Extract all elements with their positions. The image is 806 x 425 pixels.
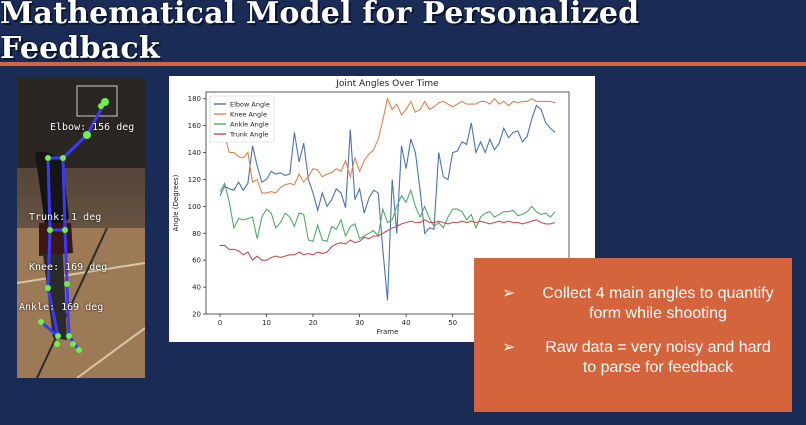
y-tick-label: 140: [188, 149, 201, 157]
y-tick-label: 20: [192, 311, 201, 319]
y-tick-label: 120: [188, 176, 201, 184]
callout-bullet: ➢ Raw data = very noisy and hard to pars…: [502, 338, 774, 378]
y-tick-label: 60: [192, 257, 201, 265]
ankle-angle-label: Ankle: 169 deg: [19, 302, 104, 313]
y-tick-label: 40: [192, 284, 201, 292]
x-tick-label: 50: [448, 319, 457, 327]
x-tick-label: 0: [218, 319, 222, 327]
series-line-knee-angle: [219, 96, 556, 194]
callout-bullet: ➢ Collect 4 main angles to quantify form…: [502, 284, 774, 324]
trunk-angle-label: Trunk: 1 deg: [29, 212, 102, 223]
slide-title: Mathematical Model for Personalized Feed…: [0, 0, 640, 66]
x-tick-label: 10: [262, 319, 271, 327]
y-tick-label: 160: [188, 122, 201, 130]
y-tick-label: 80: [192, 230, 201, 238]
x-tick-label: 30: [355, 319, 364, 327]
chart-card: Joint Angles Over Time Frame Angle (Degree…: [169, 76, 595, 342]
x-tick-label: 40: [402, 319, 411, 327]
title-bar: Mathematical Model for Personalized Feed…: [0, 0, 806, 66]
chart-title: Joint Angles Over Time: [335, 79, 439, 89]
arrow-bullet-icon: ➢: [502, 339, 516, 356]
x-tick-label: 20: [309, 319, 318, 327]
x-axis-label: Frame: [377, 328, 399, 336]
series-line-ankle-angle: [219, 182, 556, 242]
bullet-text: Raw data = very noisy and hard to parse …: [545, 339, 771, 376]
legend-label: Knee Angle: [230, 111, 267, 119]
series-line-elbow-angle: [219, 104, 556, 301]
y-axis-label: Angle (Degrees): [172, 174, 180, 231]
y-tick-label: 180: [188, 95, 201, 103]
joint-angles-chart: Joint Angles Over Time Frame Angle (Degree…: [172, 79, 570, 336]
knee-angle-label: Knee: 169 deg: [29, 262, 108, 273]
elbow-angle-label: Elbow: 156 deg: [50, 122, 135, 133]
legend-label: Elbow Angle: [230, 101, 270, 109]
series-line-trunk-angle: [220, 219, 556, 262]
callout-box: ➢ Collect 4 main angles to quantify form…: [474, 258, 792, 412]
arrow-bullet-icon: ➢: [502, 285, 516, 302]
bullet-text: Collect 4 main angles to quantify form w…: [542, 285, 774, 322]
pose-photo-graphic: [17, 78, 145, 378]
legend-box: [209, 95, 275, 143]
legend-label: Ankle Angle: [230, 121, 269, 129]
pose-photo: Elbow: 156 deg Trunk: 1 deg Knee: 169 de…: [17, 78, 145, 378]
y-tick-label: 100: [188, 203, 201, 211]
legend-label: Trunk Angle: [229, 131, 268, 139]
